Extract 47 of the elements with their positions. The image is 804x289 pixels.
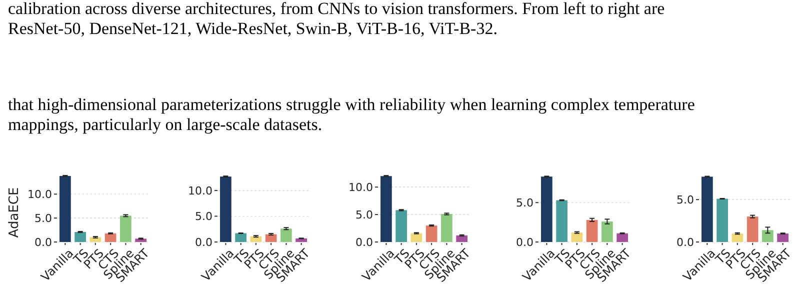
bar [571, 232, 583, 242]
text: ResNet-50, DenseNet-121, Wide-ResNet, Swin-B, ViT-B-16, ViT-B-32. [8, 19, 498, 38]
bar [104, 233, 116, 242]
bar [732, 234, 744, 242]
bar [441, 214, 452, 242]
y-tick-label: 5.0 [356, 208, 373, 222]
y-tick-label: 0.0 [516, 236, 534, 249]
bar [602, 222, 613, 242]
bar [410, 233, 422, 242]
bar [265, 234, 277, 242]
y-tick-label: 10.0 [188, 184, 212, 198]
bar [616, 233, 628, 242]
bar [541, 176, 552, 242]
y-tick-label: 0.0 [356, 236, 373, 249]
bar [586, 220, 598, 242]
text: mappings, particularly on large-scale datasets. [8, 115, 322, 134]
bar [250, 236, 262, 242]
bar [120, 216, 132, 242]
bar [702, 176, 713, 242]
y-tick-label: 5.0 [676, 193, 694, 206]
bar [280, 228, 292, 242]
bar [60, 176, 71, 242]
y-tick-label: 5.0 [516, 196, 534, 210]
bar [746, 216, 758, 242]
bar [716, 198, 728, 242]
bar [74, 232, 86, 242]
y-tick-label: 0.0 [195, 236, 212, 249]
bar [456, 235, 468, 242]
y-tick-label: 0.0 [676, 236, 694, 249]
bar [380, 176, 392, 242]
bar [235, 233, 246, 242]
bar [556, 200, 568, 242]
y-tick-label: 10.0 [348, 180, 373, 194]
bar [426, 226, 438, 242]
text: calibration across diverse architectures, from CNNs to vision transformers. From left to right are [8, 0, 665, 18]
text: that high-dimensional parameterizations struggle with reliability when learning complex temperature [8, 95, 695, 114]
bar [396, 210, 407, 242]
bar [777, 234, 788, 242]
bar [296, 238, 307, 242]
y-tick-label: 10.0 [28, 188, 52, 201]
bar [762, 230, 774, 242]
bar [220, 176, 232, 242]
bar [90, 237, 102, 242]
y-tick-label: 5.0 [195, 210, 212, 224]
y-tick-label: 0.0 [34, 236, 52, 249]
y-axis-title: AdaECE [7, 187, 22, 238]
y-tick-label: 5.0 [34, 212, 52, 225]
